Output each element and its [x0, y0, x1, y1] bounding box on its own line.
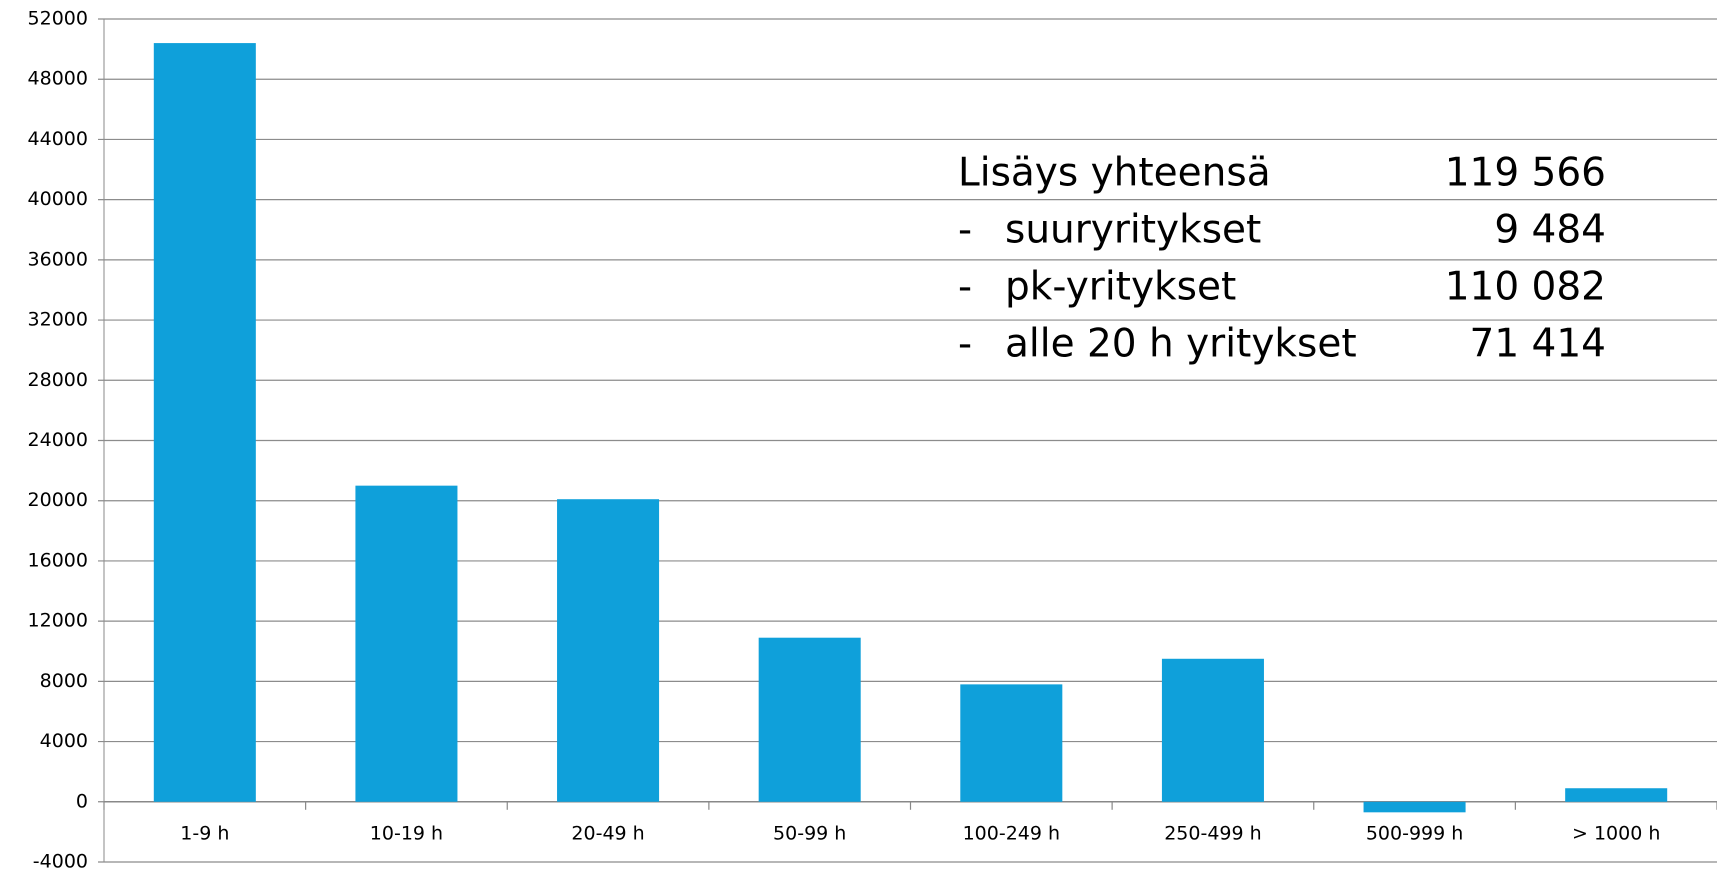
- y-tick-label: 36000: [28, 248, 88, 270]
- bar: [153, 43, 256, 802]
- x-tick-label: 10-19 h: [370, 823, 443, 845]
- x-tick-label: 500-999 h: [1366, 823, 1463, 845]
- x-tick-label: 250-499 h: [1164, 823, 1261, 845]
- annotation-label: Lisäys yhteensä: [958, 151, 1271, 196]
- bar: [758, 637, 861, 802]
- y-tick-label: 28000: [28, 369, 88, 391]
- y-tick-label: 48000: [28, 68, 88, 90]
- annotation-bullet: -: [958, 265, 972, 310]
- x-tick-label: 100-249 h: [963, 823, 1060, 845]
- bar: [1363, 801, 1466, 813]
- annotation-value: 119 566: [1445, 151, 1606, 196]
- y-tick-label: 20000: [28, 489, 88, 511]
- y-tick-label: 44000: [28, 128, 88, 150]
- y-tick-label: 0: [76, 790, 88, 812]
- bar: [355, 485, 458, 802]
- annotation-label: alle 20 h yritykset: [1005, 322, 1357, 367]
- bar: [1565, 788, 1668, 802]
- y-tick-label: 12000: [28, 610, 88, 632]
- annotation-value: 71 414: [1470, 322, 1606, 367]
- annotation-label: pk-yritykset: [1005, 265, 1236, 310]
- annotation-value: 9 484: [1494, 208, 1606, 253]
- y-tick-label: 32000: [28, 309, 88, 331]
- y-tick-label: 16000: [28, 549, 88, 571]
- annotation-label: suuryritykset: [1005, 208, 1261, 253]
- x-tick-label: 50-99 h: [773, 823, 846, 845]
- y-tick-label: 24000: [28, 429, 88, 451]
- x-tick-label: 1-9 h: [180, 823, 229, 845]
- bar: [1161, 658, 1264, 802]
- y-tick-label: 40000: [28, 188, 88, 210]
- y-tick-label: -4000: [33, 851, 88, 870]
- y-tick-label: 4000: [40, 730, 88, 752]
- annotation-bullet: -: [958, 208, 972, 253]
- bar: [960, 684, 1063, 802]
- y-tick-label: 8000: [40, 670, 88, 692]
- x-tick-label: 20-49 h: [571, 823, 644, 845]
- annotation-value: 110 082: [1445, 265, 1606, 310]
- annotation-bullet: -: [958, 322, 972, 367]
- bar: [557, 499, 660, 802]
- x-tick-label: > 1000 h: [1572, 823, 1660, 845]
- y-tick-label: 52000: [28, 8, 88, 30]
